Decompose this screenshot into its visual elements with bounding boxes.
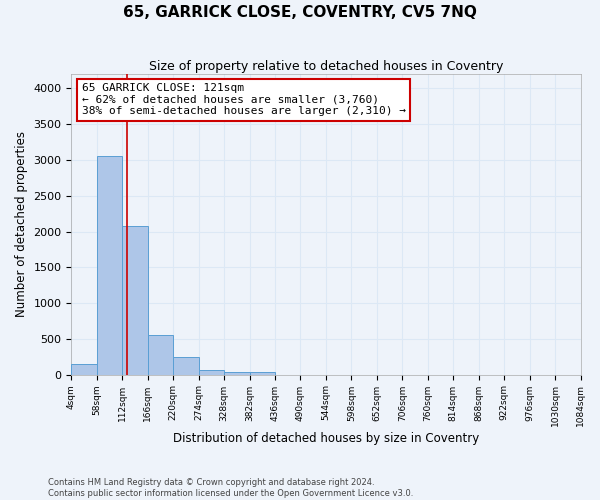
Bar — [224, 372, 250, 374]
Y-axis label: Number of detached properties: Number of detached properties — [15, 132, 28, 318]
Title: Size of property relative to detached houses in Coventry: Size of property relative to detached ho… — [149, 60, 503, 73]
Bar — [199, 370, 224, 374]
Text: Contains HM Land Registry data © Crown copyright and database right 2024.
Contai: Contains HM Land Registry data © Crown c… — [48, 478, 413, 498]
Bar — [148, 336, 173, 374]
Bar — [71, 364, 97, 374]
X-axis label: Distribution of detached houses by size in Coventry: Distribution of detached houses by size … — [173, 432, 479, 445]
Text: 65 GARRICK CLOSE: 121sqm
← 62% of detached houses are smaller (3,760)
38% of sem: 65 GARRICK CLOSE: 121sqm ← 62% of detach… — [82, 83, 406, 116]
Bar — [250, 372, 275, 374]
Text: 65, GARRICK CLOSE, COVENTRY, CV5 7NQ: 65, GARRICK CLOSE, COVENTRY, CV5 7NQ — [123, 5, 477, 20]
Bar — [173, 358, 199, 374]
Bar — [122, 226, 148, 374]
Bar — [97, 156, 122, 374]
